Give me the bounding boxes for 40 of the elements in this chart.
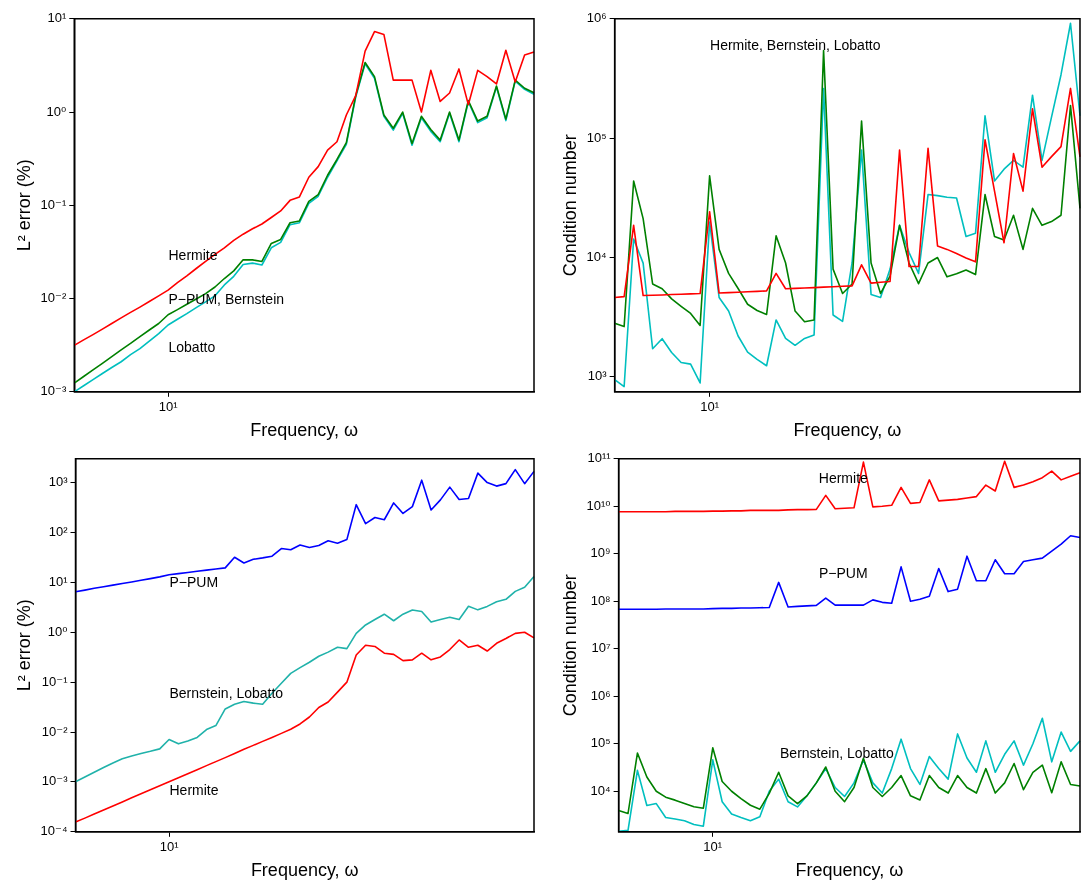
y-tick-label: 10⁰ xyxy=(47,623,68,639)
y-tick-label: 10⁸ xyxy=(590,592,611,608)
y-tick-label: 10⁻¹ xyxy=(40,196,67,212)
y-tick-label: 10⁴ xyxy=(590,782,611,798)
y-tick-label: 10¹ xyxy=(47,10,67,26)
annotation: Bernstein, Lobatto xyxy=(780,745,894,762)
annotation: P−PUM xyxy=(169,574,219,591)
y-tick-label: 10⁻⁴ xyxy=(40,823,68,839)
x-axis-title: Frequency, ω xyxy=(250,420,359,441)
y-tick-label: 10⁻¹ xyxy=(41,673,69,689)
y-tick-label: 10⁻² xyxy=(40,290,67,306)
y-tick-label: 10¹⁰ xyxy=(586,497,611,513)
y-tick-label: 10³ xyxy=(587,368,608,384)
y-tick-label: 10⁹ xyxy=(590,545,611,561)
y-tick-label: 10⁻³ xyxy=(41,773,69,789)
y-tick-label: 10⁵ xyxy=(586,129,607,145)
y-tick-label: 10⁶ xyxy=(590,687,611,703)
y-tick-label: 10¹¹ xyxy=(587,450,612,466)
y-axis-title: Condition number xyxy=(559,134,580,277)
y-tick-label: 10⁶ xyxy=(586,10,607,26)
x-axis-title: Frequency, ω xyxy=(250,860,359,881)
annotation: Lobatto xyxy=(168,339,216,356)
y-tick-label: 10² xyxy=(48,524,69,540)
y-tick-label: 10⁻² xyxy=(41,723,69,739)
annotation: Hermite xyxy=(168,246,218,263)
y-tick-label: 10³ xyxy=(48,474,69,490)
y-axis-title: L² error (%) xyxy=(13,599,34,692)
y-axis-title: Condition number xyxy=(559,574,580,717)
y-tick-label: 10⁰ xyxy=(46,103,67,119)
annotation: Hermite xyxy=(169,782,219,798)
y-tick-label: 10⁻³ xyxy=(40,383,67,399)
y-axis-title: L² error (%) xyxy=(13,159,34,252)
annotation: Hermite, Bernstein, Lobatto xyxy=(710,37,881,54)
y-tick-label: 10¹ xyxy=(48,573,69,589)
y-tick-label: 10⁴ xyxy=(586,249,607,265)
x-axis-title: Frequency, ω xyxy=(793,420,902,441)
annotation: P−PUM xyxy=(818,564,868,581)
y-tick-label: 10⁷ xyxy=(591,640,611,656)
y-tick-label: 10⁵ xyxy=(590,735,611,751)
x-axis-title: Frequency, ω xyxy=(795,860,904,881)
